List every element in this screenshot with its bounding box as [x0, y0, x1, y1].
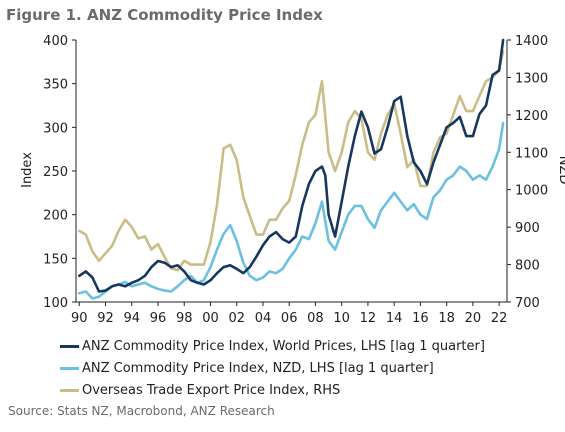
legend-item-nzd: ANZ Commodity Price Index, NZD, LHS [lag…	[60, 357, 485, 379]
x-axis-ticks: 90 92 94 96 98 00 02 04 06 08 10 12 14 16 18 20 22	[71, 302, 507, 326]
right-tick-label: 1000	[515, 184, 548, 199]
x-tick-label: 90	[71, 311, 88, 326]
x-tick-label: 12	[360, 311, 377, 326]
x-tick-label: 16	[412, 311, 429, 326]
legend-label: ANZ Commodity Price Index, World Prices,…	[82, 338, 485, 354]
right-axis-title: NZD	[556, 156, 565, 185]
left-tick-label: 200	[43, 209, 68, 224]
x-tick-label: 14	[386, 311, 403, 326]
x-tick-label: 10	[333, 311, 350, 326]
series-line-nzd	[78, 121, 505, 300]
legend-item-export-price: Overseas Trade Export Price Index, RHS	[60, 379, 485, 401]
series-lines	[78, 38, 505, 300]
left-axis-title: Index	[20, 152, 35, 188]
left-tick-label: 100	[43, 296, 68, 311]
right-tick-label: 900	[515, 221, 540, 236]
left-tick-label: 300	[43, 121, 68, 136]
legend-item-world-prices: ANZ Commodity Price Index, World Prices,…	[60, 335, 485, 357]
legend: ANZ Commodity Price Index, World Prices,…	[60, 335, 485, 401]
source-note: Source: Stats NZ, Macrobond, ANZ Researc…	[8, 404, 275, 418]
legend-swatch-export-price	[60, 388, 79, 392]
left-tick-label: 250	[43, 165, 68, 180]
right-tick-label: 800	[515, 259, 540, 274]
right-axis-ticks: 700 800 900 1000 1100 1200 1300 1400	[507, 34, 548, 311]
right-tick-label: 1400	[515, 34, 548, 49]
figure-title: Figure 1. ANZ Commodity Price Index	[6, 6, 323, 24]
x-tick-label: 98	[176, 311, 193, 326]
right-tick-label: 1300	[515, 71, 548, 86]
x-tick-label: 92	[97, 311, 114, 326]
right-tick-label: 1200	[515, 109, 548, 124]
x-tick-label: 04	[255, 311, 272, 326]
legend-swatch-nzd	[60, 366, 79, 370]
left-tick-label: 350	[43, 78, 68, 93]
right-tick-label: 700	[515, 296, 540, 311]
left-tick-label: 400	[43, 34, 68, 49]
x-tick-label: 06	[281, 311, 298, 326]
x-tick-label: 00	[202, 311, 219, 326]
x-tick-label: 94	[123, 311, 140, 326]
plot-frame	[75, 40, 508, 303]
x-tick-label: 02	[228, 311, 245, 326]
x-tick-label: 96	[150, 311, 167, 326]
series-line-export-price	[78, 49, 505, 272]
x-tick-label: 20	[465, 311, 482, 326]
right-tick-label: 1100	[515, 146, 548, 161]
legend-label: ANZ Commodity Price Index, NZD, LHS [lag…	[82, 360, 434, 376]
legend-swatch-world-prices	[60, 344, 79, 348]
series-line-world-prices	[78, 38, 505, 293]
x-tick-label: 08	[307, 311, 324, 326]
x-tick-label: 22	[491, 311, 508, 326]
x-tick-label: 18	[438, 311, 455, 326]
legend-label: Overseas Trade Export Price Index, RHS	[82, 382, 341, 398]
left-axis-ticks: 100 150 200 250 300 350 400	[43, 34, 76, 311]
left-tick-label: 150	[43, 252, 68, 267]
